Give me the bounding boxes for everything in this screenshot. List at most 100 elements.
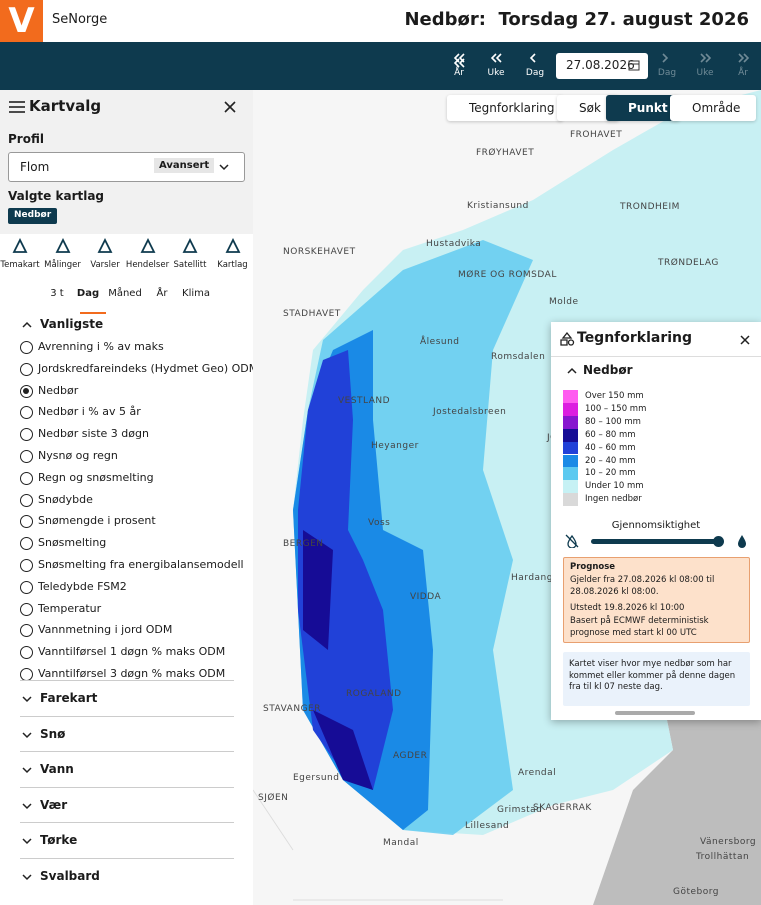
nav-forward[interactable]: Uke — [696, 68, 714, 78]
map-label: BERGEN — [283, 539, 324, 549]
period-tab[interactable]: Klima — [182, 288, 210, 299]
tab[interactable]: Temakart — [0, 260, 40, 270]
logo[interactable]: V — [0, 0, 43, 42]
page-title: Nedbør: Torsdag 27. august 2026 — [404, 9, 749, 30]
radio[interactable] — [20, 428, 33, 442]
dropdown-icon — [219, 164, 229, 171]
legend-label: 10 – 20 mm — [585, 468, 636, 479]
collapse-icon — [567, 367, 577, 374]
nav-forward[interactable]: Dag — [657, 68, 677, 78]
legend-close[interactable] — [740, 335, 750, 345]
radio[interactable] — [20, 559, 33, 572]
forward-icon — [738, 53, 750, 63]
section[interactable]: Snø — [40, 726, 66, 741]
section-divider — [20, 751, 234, 753]
map-label: SJØEN — [258, 793, 289, 803]
map-label: Voss — [368, 518, 391, 528]
option[interactable]: Snødybde — [38, 492, 93, 506]
map-label: TRØNDELAG — [658, 258, 719, 268]
date-text: 27.08.2026 — [566, 58, 635, 72]
back-icon — [490, 53, 502, 63]
map-label: VIDDA — [410, 592, 442, 602]
forecast-line: Basert på ECMWF deterministisk prognose … — [570, 616, 709, 638]
section[interactable]: Vær — [40, 797, 68, 812]
tab[interactable]: Satellitt — [173, 260, 207, 270]
map-tool[interactable]: Område — [670, 95, 756, 121]
back-icon — [453, 58, 465, 68]
map-label: Romsdalen — [491, 352, 546, 362]
radio[interactable] — [20, 515, 33, 529]
profile-select[interactable]: Flom Avansert — [8, 152, 245, 182]
radio[interactable] — [20, 450, 33, 463]
sidebar-header — [0, 90, 253, 124]
profile-value: Flom — [20, 160, 50, 174]
slider-thumb[interactable] — [713, 536, 724, 547]
nav-back[interactable]: År — [454, 68, 464, 78]
tabs-anchor — [5, 90, 6, 91]
tab[interactable]: Kartlag — [217, 260, 248, 270]
option[interactable]: Nedbør siste 3 døgn — [38, 427, 149, 441]
section-chevron — [22, 803, 32, 809]
radio[interactable] — [20, 362, 33, 376]
option[interactable]: Nysnø og regn — [38, 449, 118, 462]
forward-icon — [700, 53, 712, 63]
option[interactable]: Snøsmelting — [38, 536, 107, 550]
tab[interactable]: Målinger — [44, 260, 81, 270]
nav-back[interactable]: Uke — [487, 68, 505, 78]
radio[interactable] — [20, 646, 33, 660]
layer-chip[interactable]: Nedbør — [8, 208, 58, 224]
layer-chip-text: Nedbør — [14, 210, 52, 220]
period-tab[interactable]: 3 t — [50, 288, 64, 299]
period-tab[interactable]: Dag — [76, 288, 100, 299]
radio[interactable] — [20, 384, 33, 398]
option[interactable]: Vanntilførsel 1 døgn % maks ODM — [38, 645, 226, 659]
opacity-slider[interactable] — [591, 539, 719, 544]
tab[interactable]: Hendelser — [125, 260, 170, 270]
option[interactable]: Nedbør — [38, 383, 79, 397]
period-tab[interactable]: År — [156, 288, 168, 299]
radio[interactable] — [20, 602, 33, 616]
legend-swatch — [563, 428, 578, 442]
legend-label: 60 – 80 mm — [585, 429, 636, 440]
option[interactable]: Vannmetning i jord ODM — [38, 623, 173, 637]
option[interactable]: Vanntilførsel 3 døgn % maks ODM — [38, 667, 226, 680]
close-button[interactable] — [224, 101, 236, 113]
section[interactable]: Tørke — [40, 833, 78, 848]
sidebar: Kartvalg Profil Flom Avansert Valgte kar… — [0, 90, 253, 905]
radio[interactable] — [20, 624, 33, 638]
tab[interactable]: Varsler — [90, 260, 120, 270]
option[interactable]: Snøsmelting fra energibalansemodell — [38, 558, 244, 571]
map-label: TRONDHEIM — [620, 202, 680, 212]
map-tool[interactable]: Punkt — [606, 95, 680, 121]
period-tab[interactable]: Måned — [108, 288, 142, 299]
section[interactable]: Farekart — [40, 691, 98, 705]
nav-back[interactable]: Dag — [525, 68, 545, 78]
option[interactable]: Temperatur — [38, 601, 102, 615]
radio[interactable] — [20, 493, 33, 507]
option[interactable]: Avrenning i % av maks — [38, 340, 164, 353]
profile-label: Profil — [8, 132, 44, 146]
layers-label: Valgte kartlag — [8, 189, 105, 203]
radio[interactable] — [20, 537, 33, 551]
note-box: Kartet viser hvor mye nedbør som har kom… — [563, 652, 750, 706]
map-tool[interactable]: Tegnforklaring — [447, 95, 563, 121]
section[interactable]: Vann — [40, 762, 74, 777]
legend-label: 40 – 60 mm — [585, 442, 636, 453]
nav-forward[interactable]: År — [738, 68, 748, 78]
section[interactable]: Svalbard — [40, 869, 100, 883]
option[interactable]: Regn og snøsmelting — [38, 470, 154, 484]
map-label: Trollhättan — [696, 852, 750, 862]
option[interactable]: Jordskredfareindeks (Hydmet Geo) ODM — [38, 361, 253, 375]
map-label: FROHAVET — [570, 130, 623, 140]
option[interactable]: Snømengde i prosent — [38, 514, 156, 528]
radio[interactable] — [20, 341, 33, 354]
scroll-handle — [615, 711, 695, 715]
date-input[interactable]: 27.08.2026 — [556, 53, 648, 79]
option[interactable]: Teledybde FSM2 — [38, 579, 127, 593]
radio[interactable] — [20, 406, 33, 420]
option[interactable]: Nedbør i % av 5 år — [38, 405, 141, 419]
radio[interactable] — [20, 580, 33, 594]
map-label: Mandal — [383, 838, 419, 848]
radio[interactable] — [20, 471, 33, 485]
